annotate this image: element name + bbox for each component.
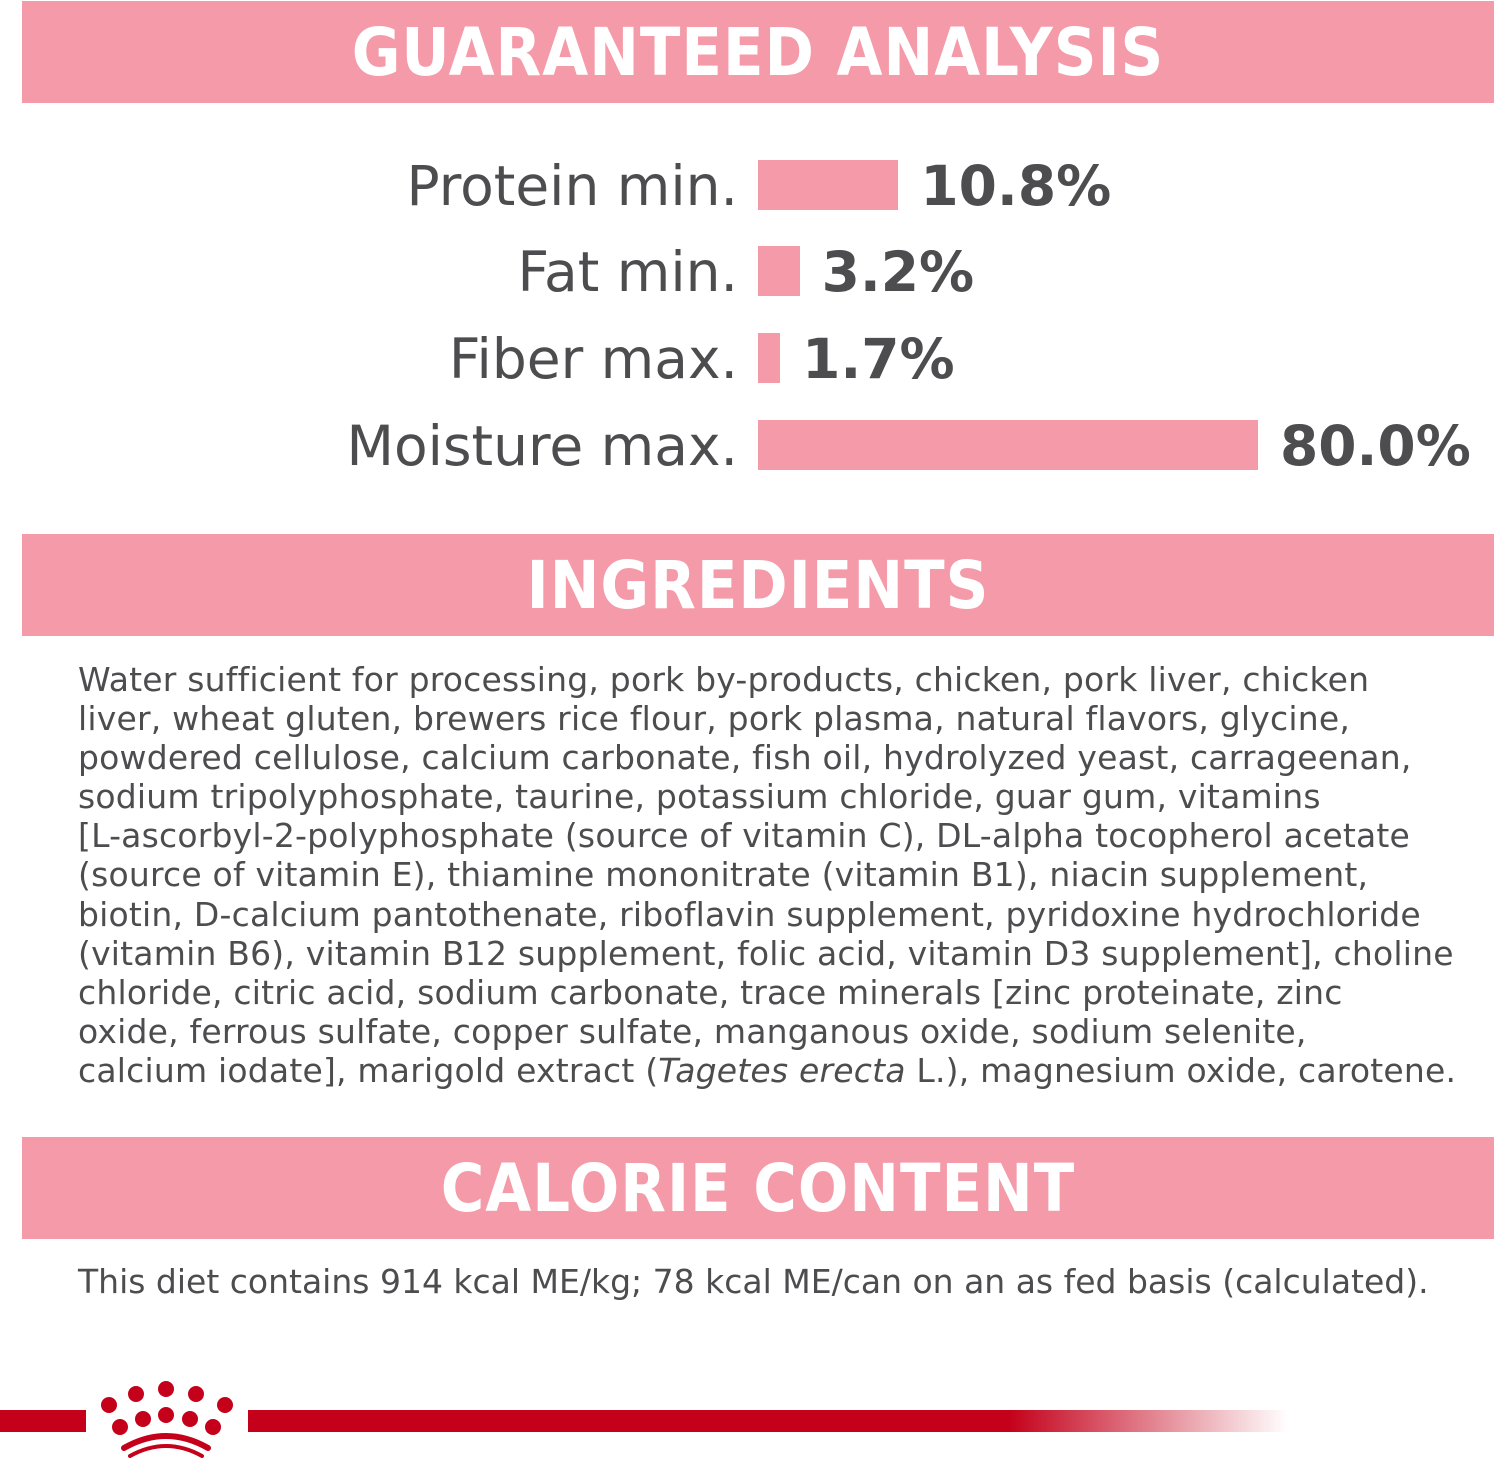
analysis-label: Fiber max. [448,327,738,391]
analysis-row-fat: Fat min. 3.2% [0,242,1500,302]
ingredients-text-part: calcium iodate], marigold extract ( [78,1050,659,1090]
royal-canin-crown-icon [101,1381,233,1458]
ingredients-header: INGREDIENTS [22,534,1494,636]
analysis-label: Fat min. [517,240,738,304]
analysis-row-protein: Protein min. 10.8% [0,156,1500,216]
ingredients-line: Water sufficient for processing, pork by… [78,660,1370,699]
ingredients-line: liver, wheat gluten, brewers rice flour,… [78,699,1351,739]
analysis-value: 10.8% [920,154,1112,218]
ingredients-line: (vitamin B6), vitamin B12 supplement, fo… [78,933,1454,973]
brand-line-left [0,1410,86,1432]
ingredients-line: chloride, citric acid, sodium carbonate,… [78,972,1343,1012]
ingredients-italic-species: Tagetes erecta [658,1050,906,1090]
ingredients-line: calcium iodate], marigold extract (Taget… [78,1051,1456,1090]
ingredients-text-part: L.), magnesium oxide, carotene. [905,1050,1457,1090]
calorie-content-header: CALORIE CONTENT [22,1137,1494,1239]
analysis-value: 1.7% [802,327,955,391]
guaranteed-analysis-header: GUARANTEED ANALYSIS [22,1,1494,103]
brand-line-right [248,1410,1288,1432]
ingredients-line: biotin, D-calcium pantothenate, riboflav… [78,894,1421,934]
ingredients-line: (source of vitamin E), thiamine mononitr… [78,855,1369,895]
analysis-bar [758,246,800,296]
analysis-label: Protein min. [406,154,738,218]
analysis-row-moisture: Moisture max. 80.0% [0,416,1500,476]
analysis-value: 80.0% [1280,414,1471,478]
analysis-label: Moisture max. [346,414,739,478]
analysis-bar [758,160,899,210]
ingredients-line: powdered cellulose, calcium carbonate, f… [78,738,1412,778]
analysis-value: 3.2% [821,240,975,304]
analysis-bar [758,420,1258,470]
analysis-row-fiber: Fiber max. 1.7% [0,329,1500,389]
ingredients-line: oxide, ferrous sulfate, copper sulfate, … [78,1011,1307,1051]
ingredients-text: Water sufficient for processing, pork by… [78,660,1456,1090]
ingredients-line: sodium tripolyphosphate, taurine, potass… [78,777,1321,817]
analysis-bar [758,333,781,383]
ingredients-line: [L-ascorbyl-2-polyphosphate (source of v… [78,816,1411,856]
calorie-content-text: This diet contains 914 kcal ME/kg; 78 kc… [78,1262,1429,1301]
